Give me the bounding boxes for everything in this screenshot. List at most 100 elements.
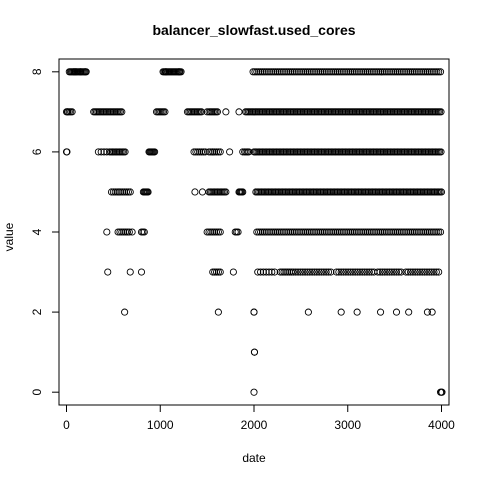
data-point: [412, 68, 420, 76]
data-point: [126, 188, 134, 196]
data-point: [117, 188, 125, 196]
data-point: [330, 68, 338, 76]
data-point: [342, 268, 350, 276]
data-point: [380, 68, 388, 76]
data-point: [307, 228, 315, 236]
data-point: [423, 308, 431, 316]
data-point: [435, 68, 443, 76]
data-point: [118, 228, 126, 236]
data-point: [284, 268, 292, 276]
y-axis-label: value: [2, 222, 16, 251]
data-point: [313, 68, 321, 76]
data-point: [365, 268, 373, 276]
data-point: [399, 228, 407, 236]
data-point: [114, 228, 122, 236]
data-point: [303, 68, 311, 76]
data-point: [423, 68, 431, 76]
data-point: [304, 308, 312, 316]
data-point: [369, 68, 377, 76]
data-point: [216, 228, 224, 236]
data-point: [341, 68, 349, 76]
data-point: [388, 228, 396, 236]
data-point: [405, 308, 413, 316]
data-point: [305, 228, 313, 236]
data-point: [324, 68, 332, 76]
data-point: [363, 228, 371, 236]
data-point: [280, 268, 288, 276]
data-point: [214, 268, 222, 276]
data-point: [322, 68, 330, 76]
data-point: [328, 68, 336, 76]
data-point: [416, 228, 424, 236]
data-point: [320, 228, 328, 236]
data-point: [399, 68, 407, 76]
data-point: [262, 228, 270, 236]
data-point: [381, 268, 389, 276]
data-point: [309, 68, 317, 76]
data-point: [397, 68, 405, 76]
data-point: [332, 228, 340, 236]
data-point: [405, 228, 413, 236]
data-point: [363, 68, 371, 76]
data-point: [393, 228, 401, 236]
data-point: [407, 68, 415, 76]
data-point: [345, 228, 353, 236]
data-point: [317, 268, 326, 276]
data-point: [395, 268, 403, 276]
data-point: [260, 68, 268, 76]
data-point: [320, 268, 328, 276]
data-point: [416, 68, 424, 76]
data-point: [290, 68, 298, 76]
data-point: [250, 308, 258, 316]
data-point: [294, 268, 302, 276]
data-point: [324, 268, 333, 276]
data-point: [352, 228, 360, 236]
data-point: [351, 268, 359, 276]
data-point: [296, 68, 304, 76]
data-point: [425, 68, 433, 76]
data-point: [335, 68, 343, 76]
data-point: [190, 148, 198, 156]
data-point: [222, 188, 230, 196]
data-point: [282, 268, 290, 276]
data-point: [305, 68, 313, 76]
data-point: [212, 228, 221, 236]
data-point: [77, 68, 85, 76]
data-point: [209, 148, 217, 156]
data-point: [344, 268, 352, 276]
x-tick-label: 2000: [241, 418, 268, 432]
data-point: [298, 228, 306, 236]
y-tick-label: 6: [30, 148, 44, 155]
data-point: [254, 268, 262, 276]
data-point: [326, 228, 334, 236]
data-point: [239, 148, 247, 156]
data-point: [356, 268, 364, 276]
data-point: [177, 68, 185, 76]
data-point: [354, 268, 362, 276]
data-point: [279, 68, 287, 76]
data-point: [333, 228, 341, 236]
data-point: [288, 228, 296, 236]
data-point: [335, 228, 343, 236]
data-point: [332, 68, 340, 76]
data-point: [251, 68, 259, 76]
data-point: [322, 228, 330, 236]
data-point: [308, 268, 316, 276]
data-point: [313, 268, 321, 276]
data-point: [111, 188, 119, 196]
data-point: [404, 268, 412, 276]
data-point: [162, 68, 170, 76]
data-point: [352, 68, 360, 76]
data-point: [255, 228, 263, 236]
data-point: [290, 228, 298, 236]
data-point: [196, 148, 204, 156]
data-point: [375, 228, 383, 236]
data-point: [421, 268, 429, 276]
data-point: [103, 228, 111, 236]
data-point: [311, 228, 319, 236]
data-point: [211, 148, 219, 156]
data-point: [100, 148, 108, 156]
data-point: [327, 268, 335, 276]
x-tick-label: 1000: [147, 418, 174, 432]
